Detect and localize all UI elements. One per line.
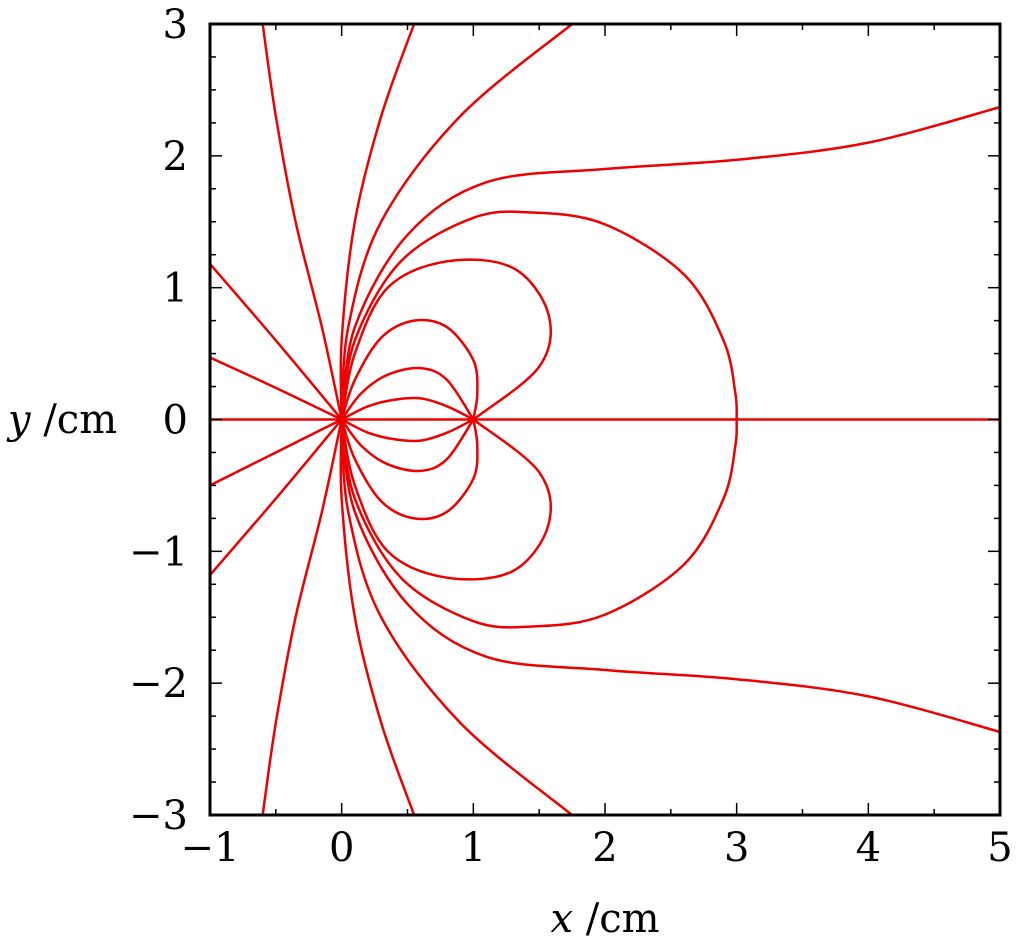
field-line-18 bbox=[261, 419, 343, 815]
field-line-15 bbox=[339, 24, 416, 420]
field-line-2 bbox=[341, 418, 474, 443]
field-line-4 bbox=[340, 418, 475, 473]
y-axis-label: y /cm bbox=[6, 397, 117, 443]
field-line-10 bbox=[340, 419, 738, 629]
field-line-12 bbox=[340, 419, 1000, 734]
field-line-3 bbox=[340, 366, 475, 421]
field-line-13 bbox=[340, 24, 573, 420]
field-line-17 bbox=[261, 24, 343, 420]
y-tick-label: 1 bbox=[163, 266, 188, 312]
field-line-21 bbox=[210, 356, 343, 421]
y-tick-label: −2 bbox=[129, 661, 188, 707]
x-tick-label: 1 bbox=[461, 825, 486, 871]
x-tick-label: 2 bbox=[592, 825, 617, 871]
field-line-7 bbox=[340, 258, 552, 421]
field-line-22 bbox=[210, 418, 343, 487]
y-tick-label: −1 bbox=[129, 529, 188, 575]
field-line-1 bbox=[341, 396, 474, 421]
x-tick-label: 5 bbox=[987, 825, 1012, 871]
field-line-9 bbox=[340, 210, 738, 420]
field-line-11 bbox=[340, 105, 1000, 420]
x-tick-label: 3 bbox=[724, 825, 749, 871]
field-line-5 bbox=[340, 318, 479, 420]
field-line-14 bbox=[340, 419, 573, 815]
axis-ticks: −1 0 1 2 3 4 5 −3 −2 −1 0 1 2 3 bbox=[129, 2, 1013, 871]
y-tick-label: 3 bbox=[163, 2, 188, 48]
field-line-19 bbox=[210, 263, 343, 421]
x-tick-label: −1 bbox=[181, 825, 240, 871]
y-tick-label: 0 bbox=[163, 398, 188, 444]
x-tick-label: 0 bbox=[329, 825, 354, 871]
x-axis-label: x /cm bbox=[550, 896, 659, 941]
y-tick-label: −3 bbox=[129, 793, 188, 839]
y-tick-label: 2 bbox=[163, 134, 188, 180]
field-lines bbox=[210, 24, 1000, 815]
field-line-16 bbox=[339, 419, 416, 815]
x-tick-label: 4 bbox=[856, 825, 881, 871]
field-line-6 bbox=[340, 419, 479, 521]
field-line-8 bbox=[340, 418, 552, 581]
field-line-20 bbox=[210, 418, 343, 576]
